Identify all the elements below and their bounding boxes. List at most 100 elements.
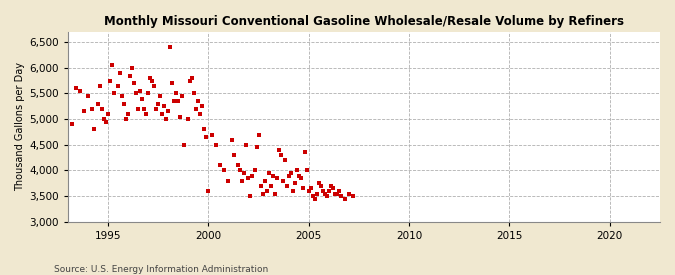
Point	[193, 99, 204, 103]
Point	[187, 76, 198, 80]
Point	[127, 66, 138, 70]
Title: Monthly Missouri Conventional Gasoline Wholesale/Resale Volume by Refiners: Monthly Missouri Conventional Gasoline W…	[104, 15, 624, 28]
Point	[255, 184, 266, 188]
Point	[131, 91, 142, 96]
Point	[263, 171, 274, 175]
Point	[344, 191, 354, 196]
Point	[265, 184, 276, 188]
Point	[290, 181, 300, 185]
Point	[267, 173, 278, 178]
Point	[97, 107, 107, 111]
Point	[211, 142, 222, 147]
Point	[261, 189, 272, 193]
Point	[281, 184, 292, 188]
Point	[237, 178, 248, 183]
Point	[179, 142, 190, 147]
Point	[199, 127, 210, 132]
Point	[340, 196, 350, 201]
Point	[333, 189, 344, 193]
Point	[331, 191, 342, 196]
Point	[105, 78, 115, 83]
Point	[123, 112, 134, 116]
Point	[348, 194, 358, 198]
Point	[101, 120, 111, 124]
Point	[185, 78, 196, 83]
Point	[183, 117, 194, 121]
Point	[257, 191, 268, 196]
Point	[269, 191, 280, 196]
Point	[321, 194, 332, 198]
Point	[299, 150, 310, 155]
Point	[159, 104, 169, 109]
Point	[169, 99, 180, 103]
Y-axis label: Thousand Gallons per Day: Thousand Gallons per Day	[15, 62, 25, 191]
Point	[109, 91, 119, 96]
Point	[245, 194, 256, 198]
Point	[243, 176, 254, 180]
Point	[251, 145, 262, 150]
Point	[189, 91, 200, 96]
Point	[138, 107, 149, 111]
Point	[66, 122, 77, 127]
Point	[171, 91, 182, 96]
Point	[161, 117, 171, 121]
Point	[146, 78, 157, 83]
Point	[259, 178, 270, 183]
Point	[129, 81, 140, 86]
Point	[273, 148, 284, 152]
Point	[271, 176, 282, 180]
Point	[309, 196, 320, 201]
Point	[227, 138, 238, 142]
Point	[327, 186, 338, 191]
Point	[305, 186, 316, 191]
Point	[195, 112, 206, 116]
Point	[291, 168, 302, 173]
Point	[78, 109, 89, 114]
Point	[215, 163, 225, 167]
Point	[151, 107, 161, 111]
Point	[153, 101, 163, 106]
Point	[313, 181, 324, 185]
Point	[229, 153, 240, 157]
Point	[295, 176, 306, 180]
Point	[155, 94, 165, 98]
Point	[207, 132, 218, 137]
Point	[86, 107, 97, 111]
Point	[325, 184, 336, 188]
Point	[319, 191, 330, 196]
Point	[239, 171, 250, 175]
Point	[315, 184, 326, 188]
Point	[288, 189, 298, 193]
Point	[293, 173, 304, 178]
Point	[144, 76, 155, 80]
Point	[317, 189, 328, 193]
Point	[74, 89, 85, 93]
Point	[95, 84, 105, 88]
Point	[173, 99, 184, 103]
Point	[249, 168, 260, 173]
Point	[133, 107, 144, 111]
Point	[223, 178, 234, 183]
Point	[301, 168, 312, 173]
Point	[177, 94, 188, 98]
Point	[140, 112, 151, 116]
Point	[107, 63, 117, 67]
Point	[191, 107, 202, 111]
Point	[219, 168, 230, 173]
Point	[88, 127, 99, 132]
Point	[279, 158, 290, 162]
Point	[303, 189, 314, 193]
Point	[311, 191, 322, 196]
Point	[297, 186, 308, 191]
Point	[241, 142, 252, 147]
Point	[137, 97, 148, 101]
Point	[70, 86, 81, 90]
Point	[277, 178, 288, 183]
Point	[165, 45, 176, 50]
Point	[275, 153, 286, 157]
Point	[233, 163, 244, 167]
Point	[335, 194, 346, 198]
Point	[119, 101, 130, 106]
Point	[148, 84, 159, 88]
Point	[329, 191, 340, 196]
